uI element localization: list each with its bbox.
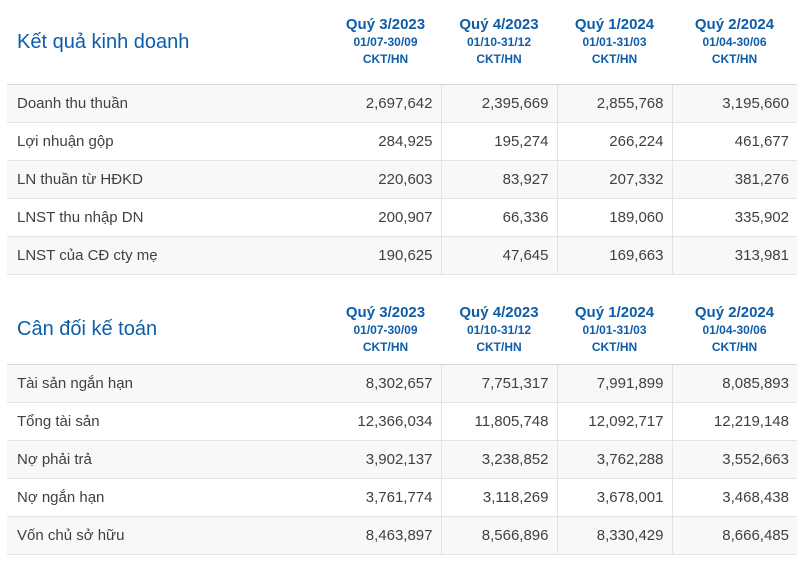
basis-label: CKT/HN [711,339,758,354]
row-value: 47,645 [440,236,557,275]
table-row: LNST thu nhập DN 200,907 66,336 189,060 335… [7,198,797,237]
quarter-column-header: Quý 4/2023 01/10-31/12 CKT/HN [441,0,557,85]
row-value: 313,981 [671,236,797,275]
financial-summary-page: Kết quả kinh doanh Quý 3/2023 01/07-30/0… [7,0,797,555]
quarter-label: Quý 3/2023 [345,16,426,33]
row-value: 195,274 [440,122,557,161]
row-label: Lợi nhuận gộp [7,122,330,161]
table-row: Lợi nhuận gộp 284,925 195,274 266,224 461,6… [7,122,797,161]
row-label: Tài sản ngắn hạn [17,375,133,392]
row-label: LN thuần từ HĐKD [7,160,330,199]
quarter-label: Quý 1/2024 [574,16,655,33]
row-label: Vốn chủ sở hữu [7,516,330,555]
basis-label: CKT/HN [711,52,758,66]
quarter-column-header: Quý 2/2024 01/04-30/06 CKT/HN [672,295,797,365]
row-label: LNST của CĐ cty mẹ [7,236,330,275]
row-value: 8,302,657 [365,375,433,392]
row-value: 200,907 [330,198,441,237]
row-value: 207,332 [556,160,672,199]
quarter-label: Quý 4/2023 [459,303,539,321]
row-value: 8,566,896 [440,516,557,555]
basis-label: CKT/HN [476,339,522,354]
quarter-column-header: Quý 3/2023 01/07-30/09 CKT/HN [330,0,441,85]
row-value: 3,552,663 [671,440,797,479]
row-value: 7,991,899 [556,364,672,403]
table-row: LNST của CĐ cty mẹ 190,625 47,645 169,663 3… [7,236,797,275]
row-value: 2,697,642 [365,95,433,112]
row-value: 66,336 [440,198,557,237]
row-value: 12,219,148 [671,402,797,441]
table-row: LN thuần từ HĐKD 220,603 83,927 207,332 381… [7,160,797,199]
row-value: 3,678,001 [556,478,672,517]
table-row: Nợ ngắn hạn 3,761,774 3,118,269 3,678,001 3… [7,478,797,517]
period-label: 01/07-30/09 [353,322,418,337]
row-value: 190,625 [330,236,441,275]
row-label: Tổng tài sản [7,402,330,441]
row-value: 3,238,852 [440,440,557,479]
row-value: 461,677 [671,122,797,161]
period-label: 01/01-31/03 [582,322,647,337]
row-value: 266,224 [556,122,672,161]
period-label: 01/10-31/12 [466,35,532,49]
header-row: Kết quả kinh doanh Quý 3/2023 01/07-30/0… [7,0,797,85]
table-title: Kết quả kinh doanh [7,0,330,85]
basis-label: CKT/HN [362,52,409,66]
financial-table-2: Cân đối kế toán Quý 3/2023 01/07-30/09 C… [7,295,797,555]
row-value: 8,085,893 [671,364,797,403]
quarter-column-header: Quý 3/2023 01/07-30/09 CKT/HN [330,295,441,365]
period-label: 01/01-31/03 [582,35,647,49]
quarter-label: Quý 3/2023 [345,303,426,321]
basis-label: CKT/HN [591,339,638,354]
row-value: 3,762,288 [556,440,672,479]
table-row: Tài sản ngắn hạn 8,302,657 7,751,317 7,991… [7,364,797,403]
basis-label: CKT/HN [362,339,409,354]
row-label: Nợ phải trả [7,440,330,479]
period-label: 01/07-30/09 [353,35,418,49]
table-row: Nợ phải trả 3,902,137 3,238,852 3,762,288 3… [7,440,797,479]
row-value: 3,195,660 [671,84,797,123]
row-value: 8,330,429 [556,516,672,555]
table-row: Vốn chủ sở hữu 8,463,897 8,566,896 8,330,4… [7,516,797,555]
row-value: 3,761,774 [330,478,441,517]
row-value: 335,902 [671,198,797,237]
row-value: 7,751,317 [440,364,557,403]
row-value: 8,463,897 [330,516,441,555]
row-value: 11,805,748 [440,402,557,441]
row-value: 220,603 [330,160,441,199]
basis-label: CKT/HN [476,52,522,66]
quarter-column-header: Quý 2/2024 01/04-30/06 CKT/HN [672,0,797,85]
quarter-label: Quý 4/2023 [459,16,539,33]
row-value: 12,092,717 [556,402,672,441]
quarter-column-header: Quý 1/2024 01/01-31/03 CKT/HN [557,295,672,365]
basis-label: CKT/HN [591,52,638,66]
quarter-label: Quý 2/2024 [694,16,775,33]
row-value: 3,902,137 [330,440,441,479]
row-value: 3,118,269 [440,478,557,517]
row-value: 3,468,438 [671,478,797,517]
table-row: Tổng tài sản 12,366,034 11,805,748 12,092,… [7,402,797,441]
table-title: Cân đối kế toán [7,295,330,365]
period-label: 01/04-30/06 [702,35,767,49]
row-value: 2,855,768 [556,84,672,123]
row-value: 189,060 [556,198,672,237]
row-label: LNST thu nhập DN [7,198,330,237]
period-label: 01/04-30/06 [702,322,767,337]
quarter-label: Quý 2/2024 [694,303,775,321]
row-label: Doanh thu thuần [17,95,128,112]
quarter-column-header: Quý 4/2023 01/10-31/12 CKT/HN [441,295,557,365]
financial-table-1: Kết quả kinh doanh Quý 3/2023 01/07-30/0… [7,0,797,275]
table-row: Doanh thu thuần 2,697,642 2,395,669 2,855,… [7,84,797,123]
quarter-label: Quý 1/2024 [574,303,655,321]
row-label: Nợ ngắn hạn [7,478,330,517]
row-value: 83,927 [440,160,557,199]
row-value: 169,663 [556,236,672,275]
row-value: 2,395,669 [440,84,557,123]
row-value: 284,925 [330,122,441,161]
quarter-column-header: Quý 1/2024 01/01-31/03 CKT/HN [557,0,672,85]
row-value: 381,276 [671,160,797,199]
row-value: 12,366,034 [330,402,441,441]
period-label: 01/10-31/12 [466,322,532,337]
header-row: Cân đối kế toán Quý 3/2023 01/07-30/09 C… [7,295,797,365]
row-value: 8,666,485 [671,516,797,555]
